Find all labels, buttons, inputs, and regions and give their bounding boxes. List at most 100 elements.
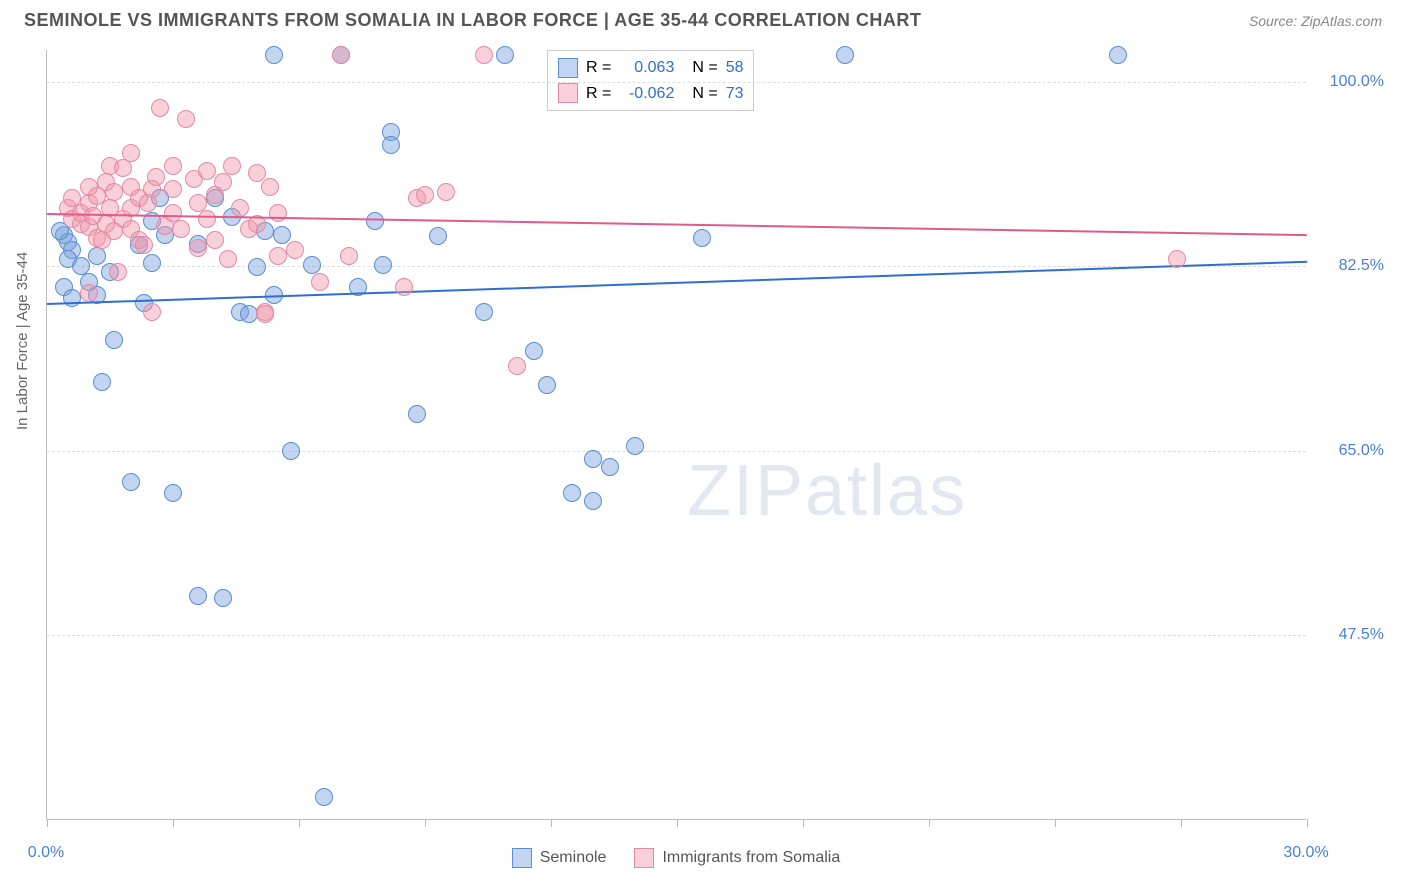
swatch-series1 xyxy=(558,58,578,78)
gridline xyxy=(47,82,1306,83)
scatter-point xyxy=(80,284,98,302)
scatter-point xyxy=(286,241,304,259)
x-tick xyxy=(173,819,174,827)
scatter-point xyxy=(340,247,358,265)
scatter-point xyxy=(416,186,434,204)
r-value-series2: -0.062 xyxy=(619,81,674,107)
legend-item-series1: Seminole xyxy=(512,848,607,868)
scatter-point xyxy=(332,46,350,64)
scatter-point xyxy=(214,173,232,191)
scatter-point xyxy=(584,492,602,510)
n-value-series2: 73 xyxy=(726,81,744,107)
scatter-point xyxy=(273,226,291,244)
chart-title: SEMINOLE VS IMMIGRANTS FROM SOMALIA IN L… xyxy=(24,10,921,31)
y-axis-label: In Labor Force | Age 35-44 xyxy=(14,252,31,430)
swatch-series2 xyxy=(634,848,654,868)
scatter-point xyxy=(122,473,140,491)
scatter-point xyxy=(248,258,266,276)
scatter-point xyxy=(693,229,711,247)
scatter-point xyxy=(408,405,426,423)
y-tick-label: 100.0% xyxy=(1314,73,1384,91)
scatter-point xyxy=(475,46,493,64)
legend-item-series2: Immigrants from Somalia xyxy=(634,848,840,868)
scatter-point xyxy=(626,437,644,455)
scatter-point xyxy=(584,450,602,468)
r-value-series1: 0.063 xyxy=(619,55,674,81)
x-tick-label: 0.0% xyxy=(28,844,64,862)
scatter-point xyxy=(496,46,514,64)
trendline xyxy=(47,261,1307,305)
x-tick xyxy=(551,819,552,827)
scatter-point xyxy=(223,157,241,175)
scatter-point xyxy=(164,157,182,175)
scatter-point xyxy=(231,199,249,217)
scatter-point xyxy=(382,136,400,154)
r-label: R = xyxy=(586,81,611,107)
scatter-point xyxy=(105,183,123,201)
watermark: ZIPatlas xyxy=(687,450,967,532)
x-tick-label: 30.0% xyxy=(1283,844,1328,862)
r-label: R = xyxy=(586,55,611,81)
trendline xyxy=(47,213,1307,236)
legend-label-series2: Immigrants from Somalia xyxy=(662,849,840,867)
scatter-point xyxy=(282,442,300,460)
x-tick xyxy=(47,819,48,827)
x-tick xyxy=(1307,819,1308,827)
y-tick-label: 65.0% xyxy=(1314,442,1384,460)
scatter-point xyxy=(206,231,224,249)
scatter-point xyxy=(429,227,447,245)
scatter-point xyxy=(508,357,526,375)
scatter-point xyxy=(261,178,279,196)
scatter-point xyxy=(256,305,274,323)
scatter-point xyxy=(198,162,216,180)
scatter-point xyxy=(1168,250,1186,268)
scatter-point xyxy=(836,46,854,64)
scatter-point xyxy=(538,376,556,394)
scatter-point xyxy=(147,168,165,186)
source-attribution: Source: ZipAtlas.com xyxy=(1249,13,1382,29)
scatter-point xyxy=(164,180,182,198)
scatter-point xyxy=(374,256,392,274)
scatter-point xyxy=(315,788,333,806)
scatter-point xyxy=(135,236,153,254)
scatter-point xyxy=(366,212,384,230)
x-tick xyxy=(803,819,804,827)
swatch-series1 xyxy=(512,848,532,868)
scatter-point xyxy=(88,247,106,265)
y-tick-label: 82.5% xyxy=(1314,257,1384,275)
scatter-point xyxy=(1109,46,1127,64)
scatter-point xyxy=(143,303,161,321)
n-label: N = xyxy=(692,81,717,107)
legend-row-series2: R = -0.062 N = 73 xyxy=(558,81,743,107)
x-tick xyxy=(929,819,930,827)
scatter-point xyxy=(122,144,140,162)
scatter-point xyxy=(265,46,283,64)
scatter-point xyxy=(214,589,232,607)
scatter-point xyxy=(143,254,161,272)
scatter-point xyxy=(109,263,127,281)
scatter-point xyxy=(311,273,329,291)
n-label: N = xyxy=(692,55,717,81)
series-legend: Seminole Immigrants from Somalia xyxy=(46,848,1306,868)
scatter-point xyxy=(563,484,581,502)
legend-label-series1: Seminole xyxy=(540,849,607,867)
scatter-point xyxy=(525,342,543,360)
n-value-series1: 58 xyxy=(726,55,744,81)
scatter-point xyxy=(93,373,111,391)
y-tick-label: 47.5% xyxy=(1314,626,1384,644)
scatter-point xyxy=(475,303,493,321)
scatter-point xyxy=(177,110,195,128)
scatter-point xyxy=(105,331,123,349)
scatter-point xyxy=(395,278,413,296)
scatter-point xyxy=(189,587,207,605)
gridline xyxy=(47,451,1306,452)
x-tick xyxy=(299,819,300,827)
x-tick xyxy=(1181,819,1182,827)
scatter-point xyxy=(437,183,455,201)
scatter-point xyxy=(240,305,258,323)
legend-row-series1: R = 0.063 N = 58 xyxy=(558,55,743,81)
x-tick xyxy=(425,819,426,827)
scatter-point xyxy=(601,458,619,476)
scatter-point xyxy=(219,250,237,268)
scatter-point xyxy=(172,220,190,238)
